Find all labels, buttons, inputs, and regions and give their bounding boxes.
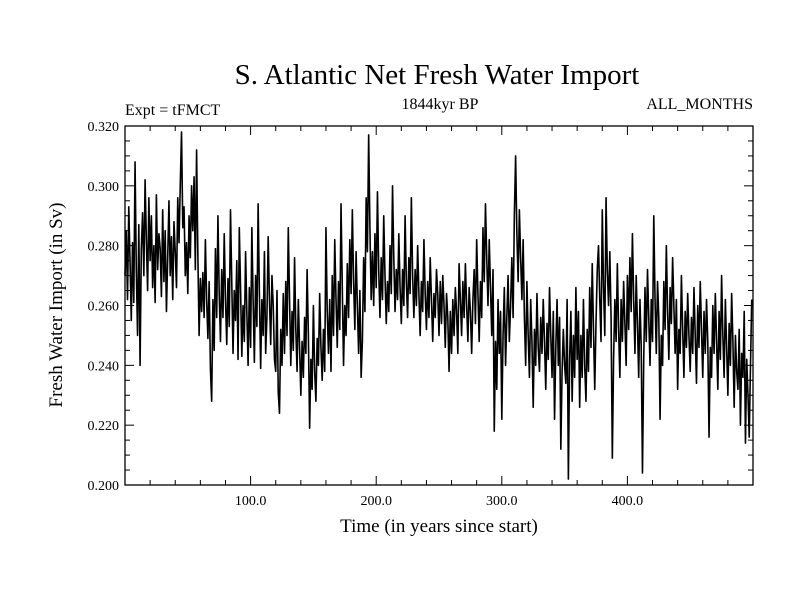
series-line xyxy=(124,131,753,480)
experiment-label: Expt = tFMCT xyxy=(125,102,220,119)
y-tick-label: 0.220 xyxy=(88,419,120,434)
x-axis-label: Time (in years since start) xyxy=(340,516,538,537)
chart-title: S. Atlantic Net Fresh Water Import xyxy=(235,59,640,91)
plot-frame xyxy=(124,125,754,486)
y-tick-label: 0.200 xyxy=(88,479,120,494)
y-tick-label: 0.240 xyxy=(88,359,120,374)
y-tick-label: 0.260 xyxy=(88,300,120,315)
x-axis-tick-labels: 100.0 200.0 300.0 400.0 xyxy=(235,494,643,509)
months-label: ALL_MONTHS xyxy=(646,96,753,113)
x-tick-label: 200.0 xyxy=(360,494,392,509)
y-tick-label: 0.300 xyxy=(88,180,120,195)
y-tick-label: 0.320 xyxy=(88,120,120,135)
y-tick-label: 0.280 xyxy=(88,240,120,255)
x-tick-label: 100.0 xyxy=(235,494,267,509)
x-tick-label: 400.0 xyxy=(612,494,644,509)
period-label: 1844kyr BP xyxy=(402,96,479,113)
x-tick-label: 300.0 xyxy=(486,494,518,509)
y-axis-tick-labels: 0.200 0.220 0.240 0.260 0.280 0.300 0.320 xyxy=(88,120,120,494)
y-axis-label: Fresh Water Import (in Sv) xyxy=(46,203,67,408)
